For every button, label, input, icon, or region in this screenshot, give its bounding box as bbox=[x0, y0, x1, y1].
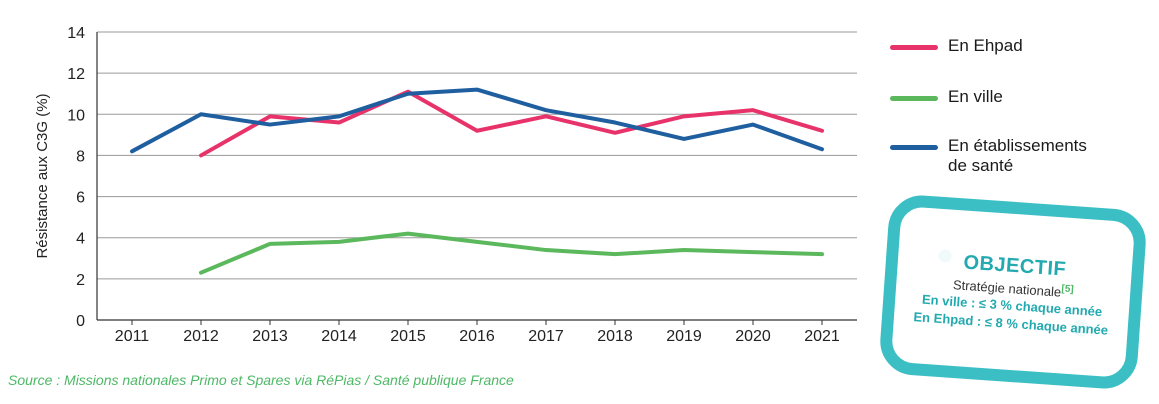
y-axis-ticks: 0 2 4 6 8 10 12 14 bbox=[67, 25, 85, 330]
x-axis-ticks: 2011 2012 2013 2014 2015 2016 2017 2018 2019 2020… bbox=[115, 320, 840, 345]
objective-reference: [5] bbox=[1061, 283, 1074, 296]
source-note: Source : Missions nationales Primo et Sp… bbox=[8, 372, 514, 388]
series-line-2 bbox=[130, 87, 824, 154]
y-tick-label: 2 bbox=[76, 272, 85, 289]
y-tick-label: 12 bbox=[67, 66, 85, 83]
y-axis-label: Résistance aux C3G (%) bbox=[34, 93, 51, 258]
y-tick-label: 0 bbox=[76, 313, 85, 330]
y-tick-label: 10 bbox=[67, 107, 85, 124]
x-tick-label: 2011 bbox=[115, 328, 150, 345]
stamp-content: OBJECTIF Stratégie nationale[5] En ville… bbox=[878, 193, 1148, 391]
y-tick-label: 8 bbox=[76, 148, 85, 165]
legend-swatch-etablissements bbox=[890, 145, 938, 150]
y-tick-label: 6 bbox=[76, 190, 85, 207]
line-chart: 0 2 4 6 8 10 12 14 2011 2012 2013 2014 2015 2016 2017… bbox=[34, 25, 857, 345]
legend-item-etablissements: En établissements de santé bbox=[890, 136, 1087, 176]
legend-label-etablissements-line2: de santé bbox=[948, 156, 1014, 175]
x-tick-label: 2019 bbox=[666, 328, 702, 345]
x-tick-label: 2020 bbox=[735, 328, 771, 345]
x-tick-label: 2017 bbox=[528, 328, 564, 345]
x-tick-label: 2013 bbox=[252, 328, 288, 345]
gridlines bbox=[96, 31, 857, 321]
legend-label-etablissements-line1: En établissements bbox=[948, 136, 1087, 155]
y-tick-label: 14 bbox=[67, 25, 85, 42]
x-tick-label: 2015 bbox=[390, 328, 426, 345]
legend-label-ehpad: En Ehpad bbox=[948, 36, 1023, 55]
series-line-1 bbox=[199, 231, 824, 275]
legend-item-ehpad: En Ehpad bbox=[890, 36, 1023, 56]
legend-label-ville: En ville bbox=[948, 87, 1003, 106]
legend-swatch-ehpad bbox=[890, 45, 938, 50]
series-lines bbox=[130, 87, 824, 275]
x-tick-label: 2021 bbox=[804, 328, 840, 345]
objective-stamp: OBJECTIF Stratégie nationale[5] En ville… bbox=[878, 193, 1148, 391]
x-tick-label: 2012 bbox=[183, 328, 219, 345]
legend-swatch-ville bbox=[890, 96, 938, 101]
legend-label-etablissements: En établissements de santé bbox=[948, 136, 1087, 176]
y-tick-label: 4 bbox=[76, 231, 85, 248]
x-tick-label: 2014 bbox=[321, 328, 357, 345]
x-tick-label: 2016 bbox=[459, 328, 495, 345]
x-tick-label: 2018 bbox=[597, 328, 633, 345]
legend-item-ville: En ville bbox=[890, 87, 1003, 107]
